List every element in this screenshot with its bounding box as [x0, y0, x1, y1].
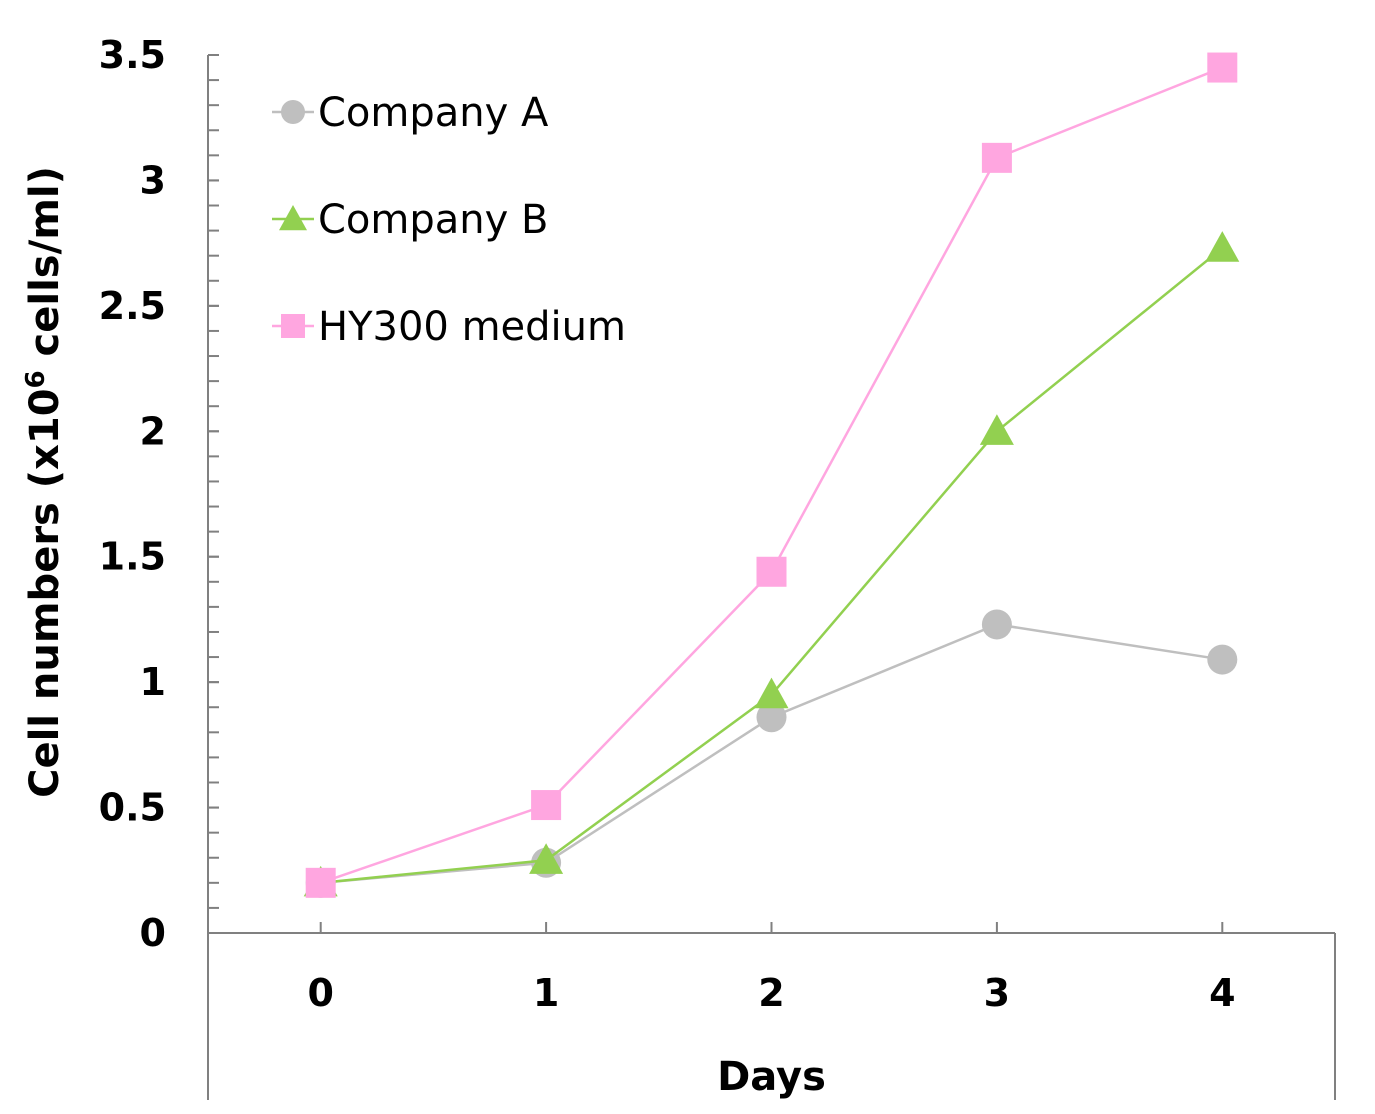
- data-point-hy300-medium: [305, 867, 336, 898]
- y-tick-label: 2.5: [99, 284, 166, 328]
- data-point-company-b: [1205, 231, 1240, 262]
- data-point-company-a: [1207, 644, 1238, 675]
- data-point-hy300-medium: [531, 790, 562, 821]
- data-point-company-b: [979, 414, 1014, 445]
- y-axis-title-rest: cells/ml): [22, 166, 68, 370]
- x-tick-label: 4: [1209, 971, 1235, 1015]
- data-point-hy300-medium: [981, 142, 1012, 173]
- data-point-company-b: [754, 677, 789, 709]
- x-tick-label: 0: [307, 971, 333, 1015]
- data-point-company-a: [981, 609, 1012, 640]
- axes: 0 0.5 1 1.5 2 2.5 3 3.5 0 1 2 3 4 Days Cell numbers (x…: [21, 33, 1336, 1100]
- series-company-a: [305, 609, 1238, 898]
- legend-item-company-a: Company A: [272, 90, 549, 136]
- y-axis-title-superscript: 6: [21, 370, 51, 388]
- y-axis-title-main: Cell numbers (x10: [22, 388, 68, 797]
- series-hy300-medium: [305, 52, 1238, 898]
- y-tick-label: 3: [140, 158, 166, 202]
- legend-label: Company B: [318, 197, 548, 243]
- x-axis-title: Days: [717, 1054, 826, 1100]
- series-layer: [303, 52, 1240, 898]
- legend-marker: [279, 205, 307, 231]
- x-tick-label: 1: [533, 971, 559, 1015]
- legend-item-company-b: Company B: [272, 197, 548, 243]
- x-tick-label: 3: [984, 971, 1010, 1015]
- data-point-company-b: [529, 843, 564, 874]
- y-tick-label: 3.5: [99, 33, 166, 77]
- y-tick-label: 2: [140, 409, 166, 453]
- series-line-company-a: [320, 623, 1223, 885]
- y-tick-label: 1: [140, 660, 166, 704]
- legend-label: Company A: [318, 90, 549, 136]
- legend: Company A Company B HY300 medium: [272, 90, 626, 350]
- y-tick-label: 0.5: [99, 786, 166, 830]
- data-point-hy300-medium: [756, 556, 787, 587]
- x-tick-label: 2: [758, 971, 784, 1015]
- data-point-company-a: [756, 702, 787, 733]
- legend-item-hy300-medium: HY300 medium: [272, 304, 626, 350]
- legend-marker: [281, 100, 305, 124]
- y-tick-label: 1.5: [99, 535, 166, 579]
- data-point-hy300-medium: [1207, 52, 1238, 83]
- y-tick-label: 0: [140, 911, 166, 955]
- legend-label: HY300 medium: [318, 304, 626, 350]
- legend-marker: [281, 314, 305, 338]
- y-axis-title: Cell numbers (x106 cells/ml): [21, 166, 68, 798]
- series-line-hy300-medium: [320, 66, 1223, 885]
